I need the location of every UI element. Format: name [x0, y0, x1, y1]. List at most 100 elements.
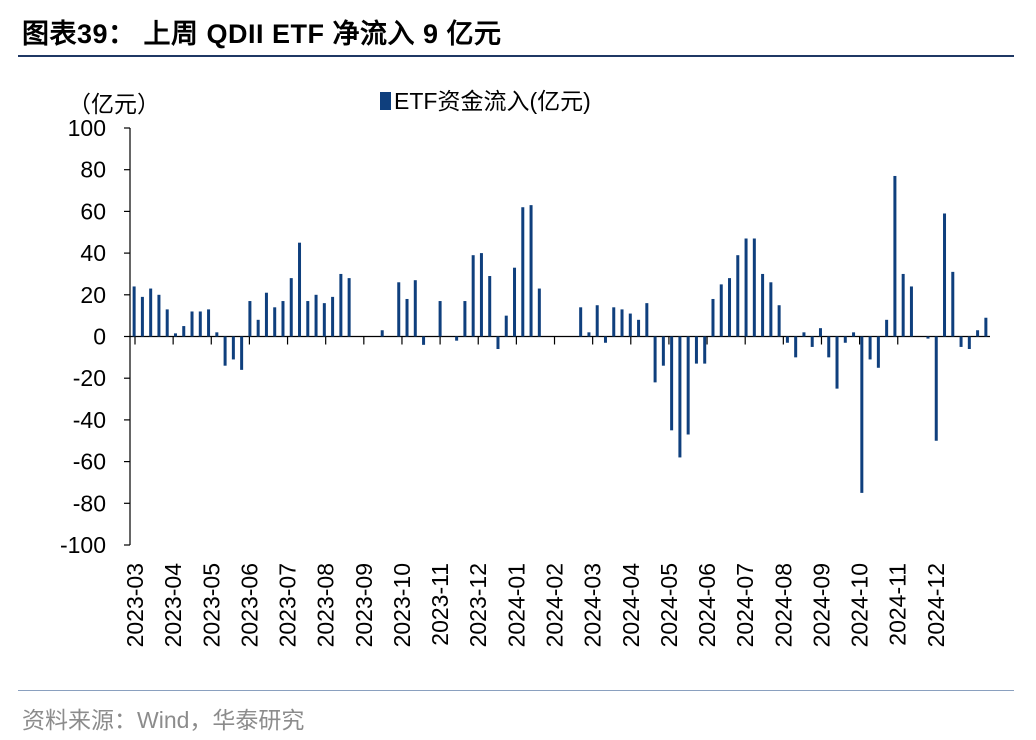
- x-tick-label: 2024-04: [618, 563, 644, 648]
- bar: [818, 328, 822, 337]
- x-tick-label: 2023-11: [427, 563, 453, 646]
- title-divider: [18, 55, 1014, 57]
- bar: [769, 282, 773, 337]
- bar: [885, 319, 889, 337]
- bar: [694, 336, 698, 364]
- bar: [703, 336, 707, 364]
- y-tick-label: 40: [80, 240, 106, 266]
- bar: [711, 298, 715, 337]
- bar: [678, 336, 682, 458]
- y-tick-label: 60: [80, 198, 106, 224]
- bar: [876, 336, 880, 368]
- bar: [909, 286, 913, 337]
- bar: [645, 303, 649, 337]
- bar: [479, 253, 483, 337]
- bar: [488, 276, 492, 337]
- y-tick-label: -60: [73, 449, 106, 475]
- x-tick-label: 2023-10: [389, 563, 415, 647]
- bar: [984, 317, 988, 337]
- bar: [843, 336, 847, 343]
- x-tick-label: 2024-11: [885, 563, 911, 646]
- bar: [413, 280, 417, 337]
- bar: [298, 242, 302, 337]
- bar: [322, 303, 326, 337]
- bar: [256, 319, 260, 337]
- bar: [281, 301, 285, 337]
- x-tick-label: 2023-04: [160, 563, 186, 648]
- bar: [934, 336, 938, 441]
- bar: [860, 336, 864, 493]
- y-tick-label: 100: [68, 115, 106, 141]
- bar: [653, 336, 657, 383]
- bar: [603, 336, 607, 343]
- bar: [422, 336, 426, 345]
- bar: [959, 336, 963, 347]
- bar: [595, 305, 599, 337]
- bar: [852, 332, 856, 337]
- x-tick-label: 2024-12: [923, 563, 949, 647]
- bar: [471, 255, 475, 337]
- bar: [835, 336, 839, 389]
- bar: [264, 292, 268, 337]
- x-tick-label: 2024-05: [656, 563, 682, 647]
- bar: [405, 298, 409, 337]
- x-tick-label: 2024-02: [542, 563, 568, 647]
- bar: [744, 238, 748, 337]
- x-tick-label: 2023-12: [465, 563, 491, 647]
- legend-swatch: [380, 92, 391, 110]
- bar: [893, 175, 897, 337]
- bar: [736, 255, 740, 337]
- y-tick-label: -80: [73, 490, 106, 516]
- bar: [637, 319, 641, 337]
- footer-divider: [18, 690, 1014, 691]
- bar: [140, 296, 144, 337]
- bar: [794, 336, 798, 358]
- x-tick-label: 2023-03: [122, 563, 148, 647]
- legend-label: ETF资金流入(亿元): [394, 88, 591, 114]
- bar: [785, 336, 789, 343]
- x-tick-label: 2023-09: [351, 563, 377, 647]
- x-tick-label: 2024-06: [694, 563, 720, 647]
- bar: [777, 305, 781, 337]
- x-tick-label: 2023-06: [236, 563, 262, 647]
- bar: [868, 336, 872, 360]
- bar: [182, 326, 186, 337]
- bar: [504, 315, 508, 337]
- bar: [761, 273, 765, 337]
- bar: [628, 313, 632, 337]
- bar: [670, 336, 674, 431]
- bar: [976, 330, 980, 337]
- x-tick-label: 2024-10: [847, 563, 873, 647]
- y-tick-label: -40: [73, 407, 106, 433]
- y-tick-label: -100: [60, 532, 106, 558]
- bar: [306, 301, 310, 337]
- x-tick-label: 2024-03: [580, 563, 606, 647]
- x-tick-label: 2024-08: [770, 563, 796, 647]
- bar: [521, 207, 525, 337]
- bar: [810, 336, 814, 347]
- bar: [240, 336, 244, 370]
- bar: [719, 284, 723, 337]
- y-tick-label: 0: [93, 324, 106, 350]
- bar: [496, 336, 500, 350]
- x-tick-label: 2024-01: [503, 563, 529, 647]
- bar: [132, 286, 136, 337]
- bar: [967, 336, 971, 350]
- bar: [802, 332, 806, 337]
- x-tick-label: 2023-07: [275, 563, 301, 647]
- bar: [173, 333, 177, 337]
- bar: [165, 309, 169, 337]
- bar: [380, 330, 384, 337]
- source-note: 资料来源：Wind，华泰研究: [22, 707, 305, 733]
- bar: [438, 301, 442, 337]
- bars-layer: [132, 175, 988, 493]
- bar: [248, 301, 252, 337]
- y-tick-label: 20: [80, 282, 106, 308]
- y-tick-label: 80: [80, 157, 106, 183]
- bar: [943, 213, 947, 337]
- bar: [752, 238, 756, 337]
- y-tick-label: -20: [73, 365, 106, 391]
- bar: [331, 296, 335, 337]
- page-title: 图表39： 上周 QDII ETF 净流入 9 亿元: [22, 19, 502, 49]
- bar: [926, 336, 930, 339]
